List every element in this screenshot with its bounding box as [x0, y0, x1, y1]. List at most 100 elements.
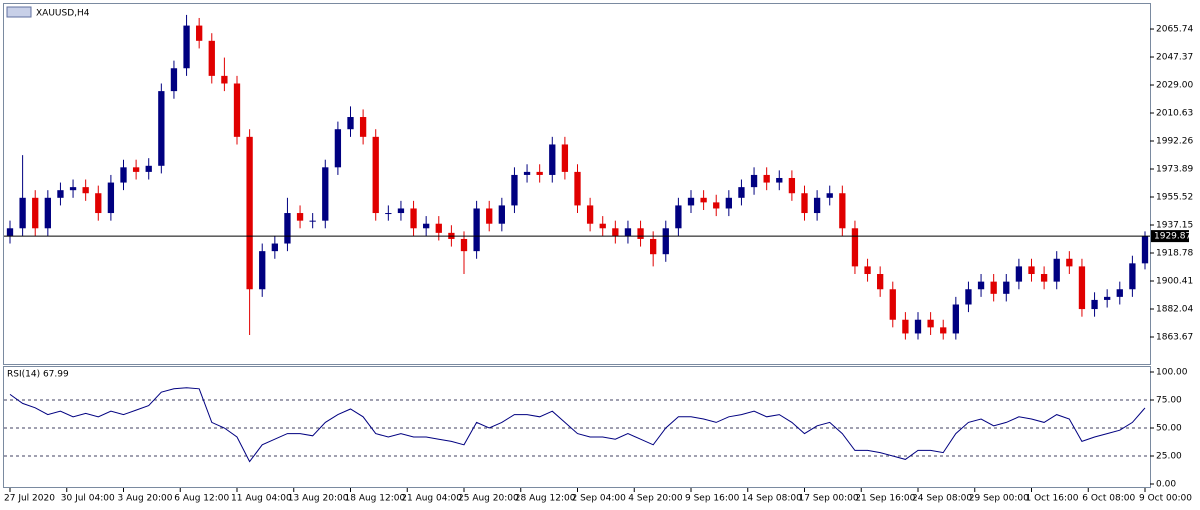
candle-body — [259, 251, 266, 290]
y-tick-label: 1918.78 — [1156, 249, 1193, 259]
candle-body — [851, 228, 859, 267]
candle-body — [1040, 274, 1048, 282]
candle-body — [561, 144, 569, 172]
candle-body — [902, 319, 909, 334]
candle-body — [675, 205, 682, 229]
candle-body — [372, 136, 379, 214]
candle-body — [1116, 289, 1123, 297]
rsi-panel — [3, 366, 1151, 488]
x-tick-label: 17 Sep 00:00 — [799, 494, 859, 504]
candle-body — [132, 167, 140, 172]
candle-body — [927, 319, 934, 328]
candle-body — [385, 213, 392, 215]
candle-body — [826, 193, 833, 198]
candle-body — [612, 228, 619, 236]
candle-body — [1091, 299, 1098, 310]
candle-body — [32, 197, 39, 229]
candle-body — [107, 182, 115, 214]
y-tick-label: 1863.67 — [1156, 333, 1193, 343]
rsi-tick-label: 0.00 — [1156, 480, 1176, 490]
candle-body — [637, 228, 644, 239]
candle-body — [435, 223, 442, 233]
candle-body — [473, 208, 480, 252]
x-tick-label: 24 Sep 08:00 — [912, 494, 972, 504]
candle-body — [1141, 236, 1149, 264]
candle-body — [725, 197, 732, 209]
candle-body — [196, 25, 203, 41]
y-tick-label: 2029.00 — [1156, 81, 1193, 91]
y-tick-label: 1937.15 — [1156, 221, 1193, 231]
candle-body — [914, 319, 922, 334]
candle-body — [170, 68, 178, 92]
candle-body — [44, 197, 51, 229]
x-tick-label: 18 Aug 12:00 — [345, 494, 406, 504]
candle-body — [322, 167, 329, 221]
candle-body — [221, 75, 228, 84]
x-tick-label: 4 Sep 20:00 — [628, 494, 683, 504]
candle-body — [965, 289, 972, 305]
x-tick-label: 1 Oct 16:00 — [1026, 494, 1079, 504]
candle-body — [877, 274, 884, 290]
candle-body — [460, 238, 468, 252]
candle-body — [990, 281, 997, 294]
candle-body — [713, 202, 720, 209]
candle-body — [750, 174, 758, 188]
candle-body — [650, 238, 657, 255]
x-tick-label: 25 Aug 20:00 — [458, 494, 519, 504]
rsi-tick-label: 25.00 — [1156, 452, 1182, 462]
candle-body — [776, 177, 783, 183]
x-tick-label: 21 Sep 16:00 — [855, 494, 915, 504]
x-tick-label: 6 Aug 12:00 — [174, 494, 229, 504]
candle-body — [952, 304, 959, 334]
candle-body — [309, 220, 316, 222]
price-panel — [3, 3, 1151, 365]
candle-body — [410, 208, 417, 229]
y-tick-label: 1882.04 — [1156, 305, 1193, 315]
rsi-label: RSI(14) 67.99 — [7, 370, 69, 380]
candle-body — [511, 174, 518, 206]
y-tick-label: 2047.37 — [1156, 53, 1193, 63]
candle-body — [82, 187, 89, 194]
rsi-tick-label: 100.00 — [1156, 368, 1188, 378]
candle-body — [549, 144, 556, 175]
candle-body — [624, 228, 632, 236]
candle-body — [839, 193, 846, 229]
candle-body — [19, 197, 26, 229]
candle-body — [296, 213, 304, 221]
candle-body — [486, 208, 493, 224]
candle-body — [95, 193, 102, 214]
candle-body — [284, 213, 291, 244]
y-tick-label: 2065.74 — [1156, 25, 1193, 35]
candle-body — [1015, 266, 1023, 282]
candle-body — [1066, 258, 1073, 267]
candle-body — [397, 208, 405, 214]
candle-body — [246, 136, 253, 290]
candle-body — [536, 171, 543, 175]
current-price-label: 1929.87 — [1154, 232, 1191, 242]
candle-body — [1129, 263, 1136, 290]
x-tick-label: 30 Jul 04:00 — [61, 494, 115, 504]
candle-body — [183, 25, 190, 69]
x-tick-label: 29 Sep 00:00 — [969, 494, 1029, 504]
candle-body — [687, 197, 695, 206]
candle-body — [574, 171, 581, 206]
candle-body — [1078, 266, 1086, 310]
y-tick-label: 1900.41 — [1156, 277, 1193, 287]
current-price-box — [1151, 230, 1189, 243]
candle-body — [423, 223, 430, 229]
rsi-line — [9, 387, 1146, 463]
x-tick-label: 2 Sep 04:00 — [572, 494, 627, 504]
candle-body — [738, 187, 745, 198]
candle-body — [1003, 281, 1010, 294]
candle-body — [523, 171, 531, 175]
y-tick-label: 1973.89 — [1156, 165, 1193, 175]
candle-body — [69, 187, 77, 191]
candle-body — [700, 197, 707, 203]
candle-body — [271, 243, 278, 252]
candle-body — [763, 174, 770, 183]
candle-body — [889, 289, 896, 320]
candle-body — [940, 327, 947, 334]
chart-icon — [6, 6, 32, 18]
candle-body — [6, 228, 14, 236]
